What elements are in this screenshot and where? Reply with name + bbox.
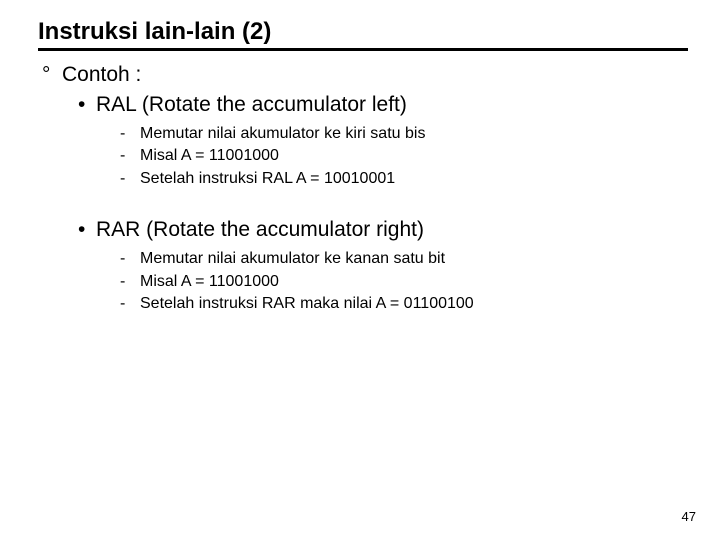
rar-item-1: Memutar nilai akumulator ke kanan satu b… bbox=[140, 248, 445, 270]
ral-item-3: Setelah instruksi RAL A = 10010001 bbox=[140, 168, 395, 190]
list-item: - Memutar nilai akumulator ke kanan satu… bbox=[120, 248, 688, 270]
list-item: • RAL (Rotate the accumulator left) bbox=[78, 93, 688, 117]
list-item: - Setelah instruksi RAL A = 10010001 bbox=[120, 168, 688, 190]
list-item: - Memutar nilai akumulator ke kiri satu … bbox=[120, 123, 688, 145]
ral-item-2: Misal A = 11001000 bbox=[140, 145, 279, 167]
ral-item-1: Memutar nilai akumulator ke kiri satu bi… bbox=[140, 123, 425, 145]
content-area: ° Contoh : • RAL (Rotate the accumulator… bbox=[38, 63, 688, 315]
list-item: - Misal A = 11001000 bbox=[120, 271, 688, 293]
dash-bullet-icon: - bbox=[120, 248, 140, 270]
dot-bullet-icon: • bbox=[78, 93, 96, 117]
page-number: 47 bbox=[682, 509, 696, 524]
rar-item-3: Setelah instruksi RAR maka nilai A = 011… bbox=[140, 293, 474, 315]
dash-bullet-icon: - bbox=[120, 271, 140, 293]
ral-sublist: - Memutar nilai akumulator ke kiri satu … bbox=[120, 123, 688, 190]
rar-sublist: - Memutar nilai akumulator ke kanan satu… bbox=[120, 248, 688, 315]
list-item: - Misal A = 11001000 bbox=[120, 145, 688, 167]
title-underline: Instruksi lain-lain (2) bbox=[38, 18, 688, 51]
contoh-label: Contoh : bbox=[62, 63, 141, 87]
degree-bullet-icon: ° bbox=[42, 63, 62, 87]
rar-heading: RAR (Rotate the accumulator right) bbox=[96, 218, 424, 242]
list-item: ° Contoh : bbox=[42, 63, 688, 87]
ral-heading: RAL (Rotate the accumulator left) bbox=[96, 93, 407, 117]
list-item: • RAR (Rotate the accumulator right) bbox=[78, 218, 688, 242]
dot-bullet-icon: • bbox=[78, 218, 96, 242]
dash-bullet-icon: - bbox=[120, 168, 140, 190]
dash-bullet-icon: - bbox=[120, 293, 140, 315]
dash-bullet-icon: - bbox=[120, 123, 140, 145]
slide-title: Instruksi lain-lain (2) bbox=[38, 18, 688, 46]
dash-bullet-icon: - bbox=[120, 145, 140, 167]
slide: Instruksi lain-lain (2) ° Contoh : • RAL… bbox=[0, 0, 720, 540]
list-item: - Setelah instruksi RAR maka nilai A = 0… bbox=[120, 293, 688, 315]
rar-item-2: Misal A = 11001000 bbox=[140, 271, 279, 293]
